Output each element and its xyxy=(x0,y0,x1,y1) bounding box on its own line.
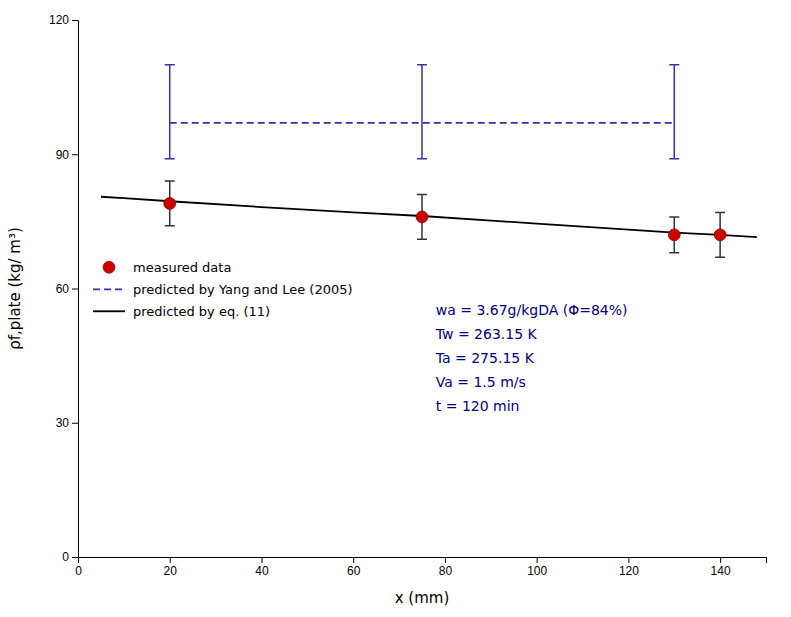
y-axis-tick-mark xyxy=(72,289,78,290)
x-axis-tick-mark xyxy=(720,557,721,563)
plot: 0 20 40 60 80 100 120 140 0 30 60 90 120 measured dat… xyxy=(49,13,767,577)
x-axis-tick-label: 0 xyxy=(75,564,82,578)
x-axis-tick: 100 xyxy=(527,557,547,578)
y-axis-tick-mark xyxy=(72,423,78,424)
error-bar xyxy=(417,195,427,240)
error-bar xyxy=(669,217,679,253)
y-axis-title: ρf,plate (kg/ m³) xyxy=(6,227,24,350)
y-axis-tick-label: 0 xyxy=(62,550,69,564)
x-axis-tick: 80 xyxy=(439,557,453,578)
y-axis-tick: 120 xyxy=(49,13,78,27)
y-axis-tick-label: 120 xyxy=(49,13,69,27)
series-line xyxy=(101,197,757,237)
error-bar xyxy=(715,212,725,257)
x-axis-tick-mark xyxy=(537,557,538,563)
x-axis-title: x (mm) xyxy=(395,589,450,607)
x-axis-tick: 60 xyxy=(347,557,361,578)
data-point xyxy=(714,229,726,241)
y-axis-tick: 0 xyxy=(62,550,78,564)
x-axis-tick-label: 20 xyxy=(164,564,178,578)
annotation-line: t = 120 min xyxy=(436,398,520,414)
x-axis: 0 20 40 60 80 100 120 140 xyxy=(75,557,766,578)
x-axis-tick-label: 60 xyxy=(347,564,361,578)
y-axis-tick-mark xyxy=(72,154,78,155)
error-bar xyxy=(165,181,175,226)
legend-item: predicted by eq. (11) xyxy=(93,304,270,319)
y-axis-tick-mark xyxy=(72,557,78,558)
legend-item: measured data xyxy=(103,260,231,275)
legend-swatch xyxy=(103,261,115,273)
x-axis-tick: 0 xyxy=(75,557,82,578)
legend: measured data predicted by Yang and Lee (… xyxy=(93,260,353,319)
x-axis-tick-mark xyxy=(353,557,354,563)
y-axis-tick: 60 xyxy=(56,282,78,296)
error-bar xyxy=(165,65,175,159)
x-axis-tick: 40 xyxy=(255,557,269,578)
x-axis-tick-mark xyxy=(445,557,446,563)
marks xyxy=(101,65,757,257)
annotation: wa = 3.67g/kgDA (Φ=84%) Tw = 263.15 K Ta =… xyxy=(435,302,628,414)
x-axis-line xyxy=(79,558,767,564)
y-axis-tick-label: 60 xyxy=(56,282,70,296)
chart: 0 20 40 60 80 100 120 140 0 30 60 90 120 measured dat… xyxy=(0,0,791,617)
x-axis-tick-label: 40 xyxy=(255,564,269,578)
annotation-line: Tw = 263.15 K xyxy=(435,326,538,342)
data-point xyxy=(164,198,176,210)
legend-label: predicted by Yang and Lee (2005) xyxy=(133,282,353,297)
data-point xyxy=(416,211,428,223)
y-axis: 0 30 60 90 120 xyxy=(49,13,79,564)
annotation-line: wa = 3.67g/kgDA (Φ=84%) xyxy=(436,302,628,318)
y-axis-tick-mark xyxy=(72,20,78,21)
x-axis-tick: 120 xyxy=(619,557,639,578)
y-axis-line xyxy=(72,21,79,558)
x-axis-tick: 140 xyxy=(711,557,731,578)
error-bar xyxy=(417,65,427,159)
x-axis-tick: 20 xyxy=(164,557,178,578)
legend-label: measured data xyxy=(133,260,231,275)
x-axis-tick-mark xyxy=(261,557,262,563)
legend-swatch xyxy=(93,288,125,290)
legend-label: predicted by eq. (11) xyxy=(133,304,270,319)
y-axis-tick: 90 xyxy=(56,148,78,162)
x-axis-tick-label: 80 xyxy=(439,564,453,578)
legend-item: predicted by Yang and Lee (2005) xyxy=(93,282,353,297)
x-axis-tick-label: 140 xyxy=(711,564,731,578)
y-axis-tick: 30 xyxy=(56,416,78,430)
x-axis-tick-mark xyxy=(170,557,171,563)
data-point xyxy=(668,229,680,241)
x-axis-tick-label: 100 xyxy=(527,564,547,578)
x-axis-tick-mark xyxy=(628,557,629,563)
y-axis-tick-label: 30 xyxy=(56,416,70,430)
annotation-line: Va = 1.5 m/s xyxy=(436,374,526,390)
annotation-line: Ta = 275.15 K xyxy=(435,350,535,366)
legend-swatch xyxy=(93,310,125,312)
x-axis-tick-label: 120 xyxy=(619,564,639,578)
error-bar xyxy=(669,65,679,159)
y-axis-tick-label: 90 xyxy=(56,148,70,162)
